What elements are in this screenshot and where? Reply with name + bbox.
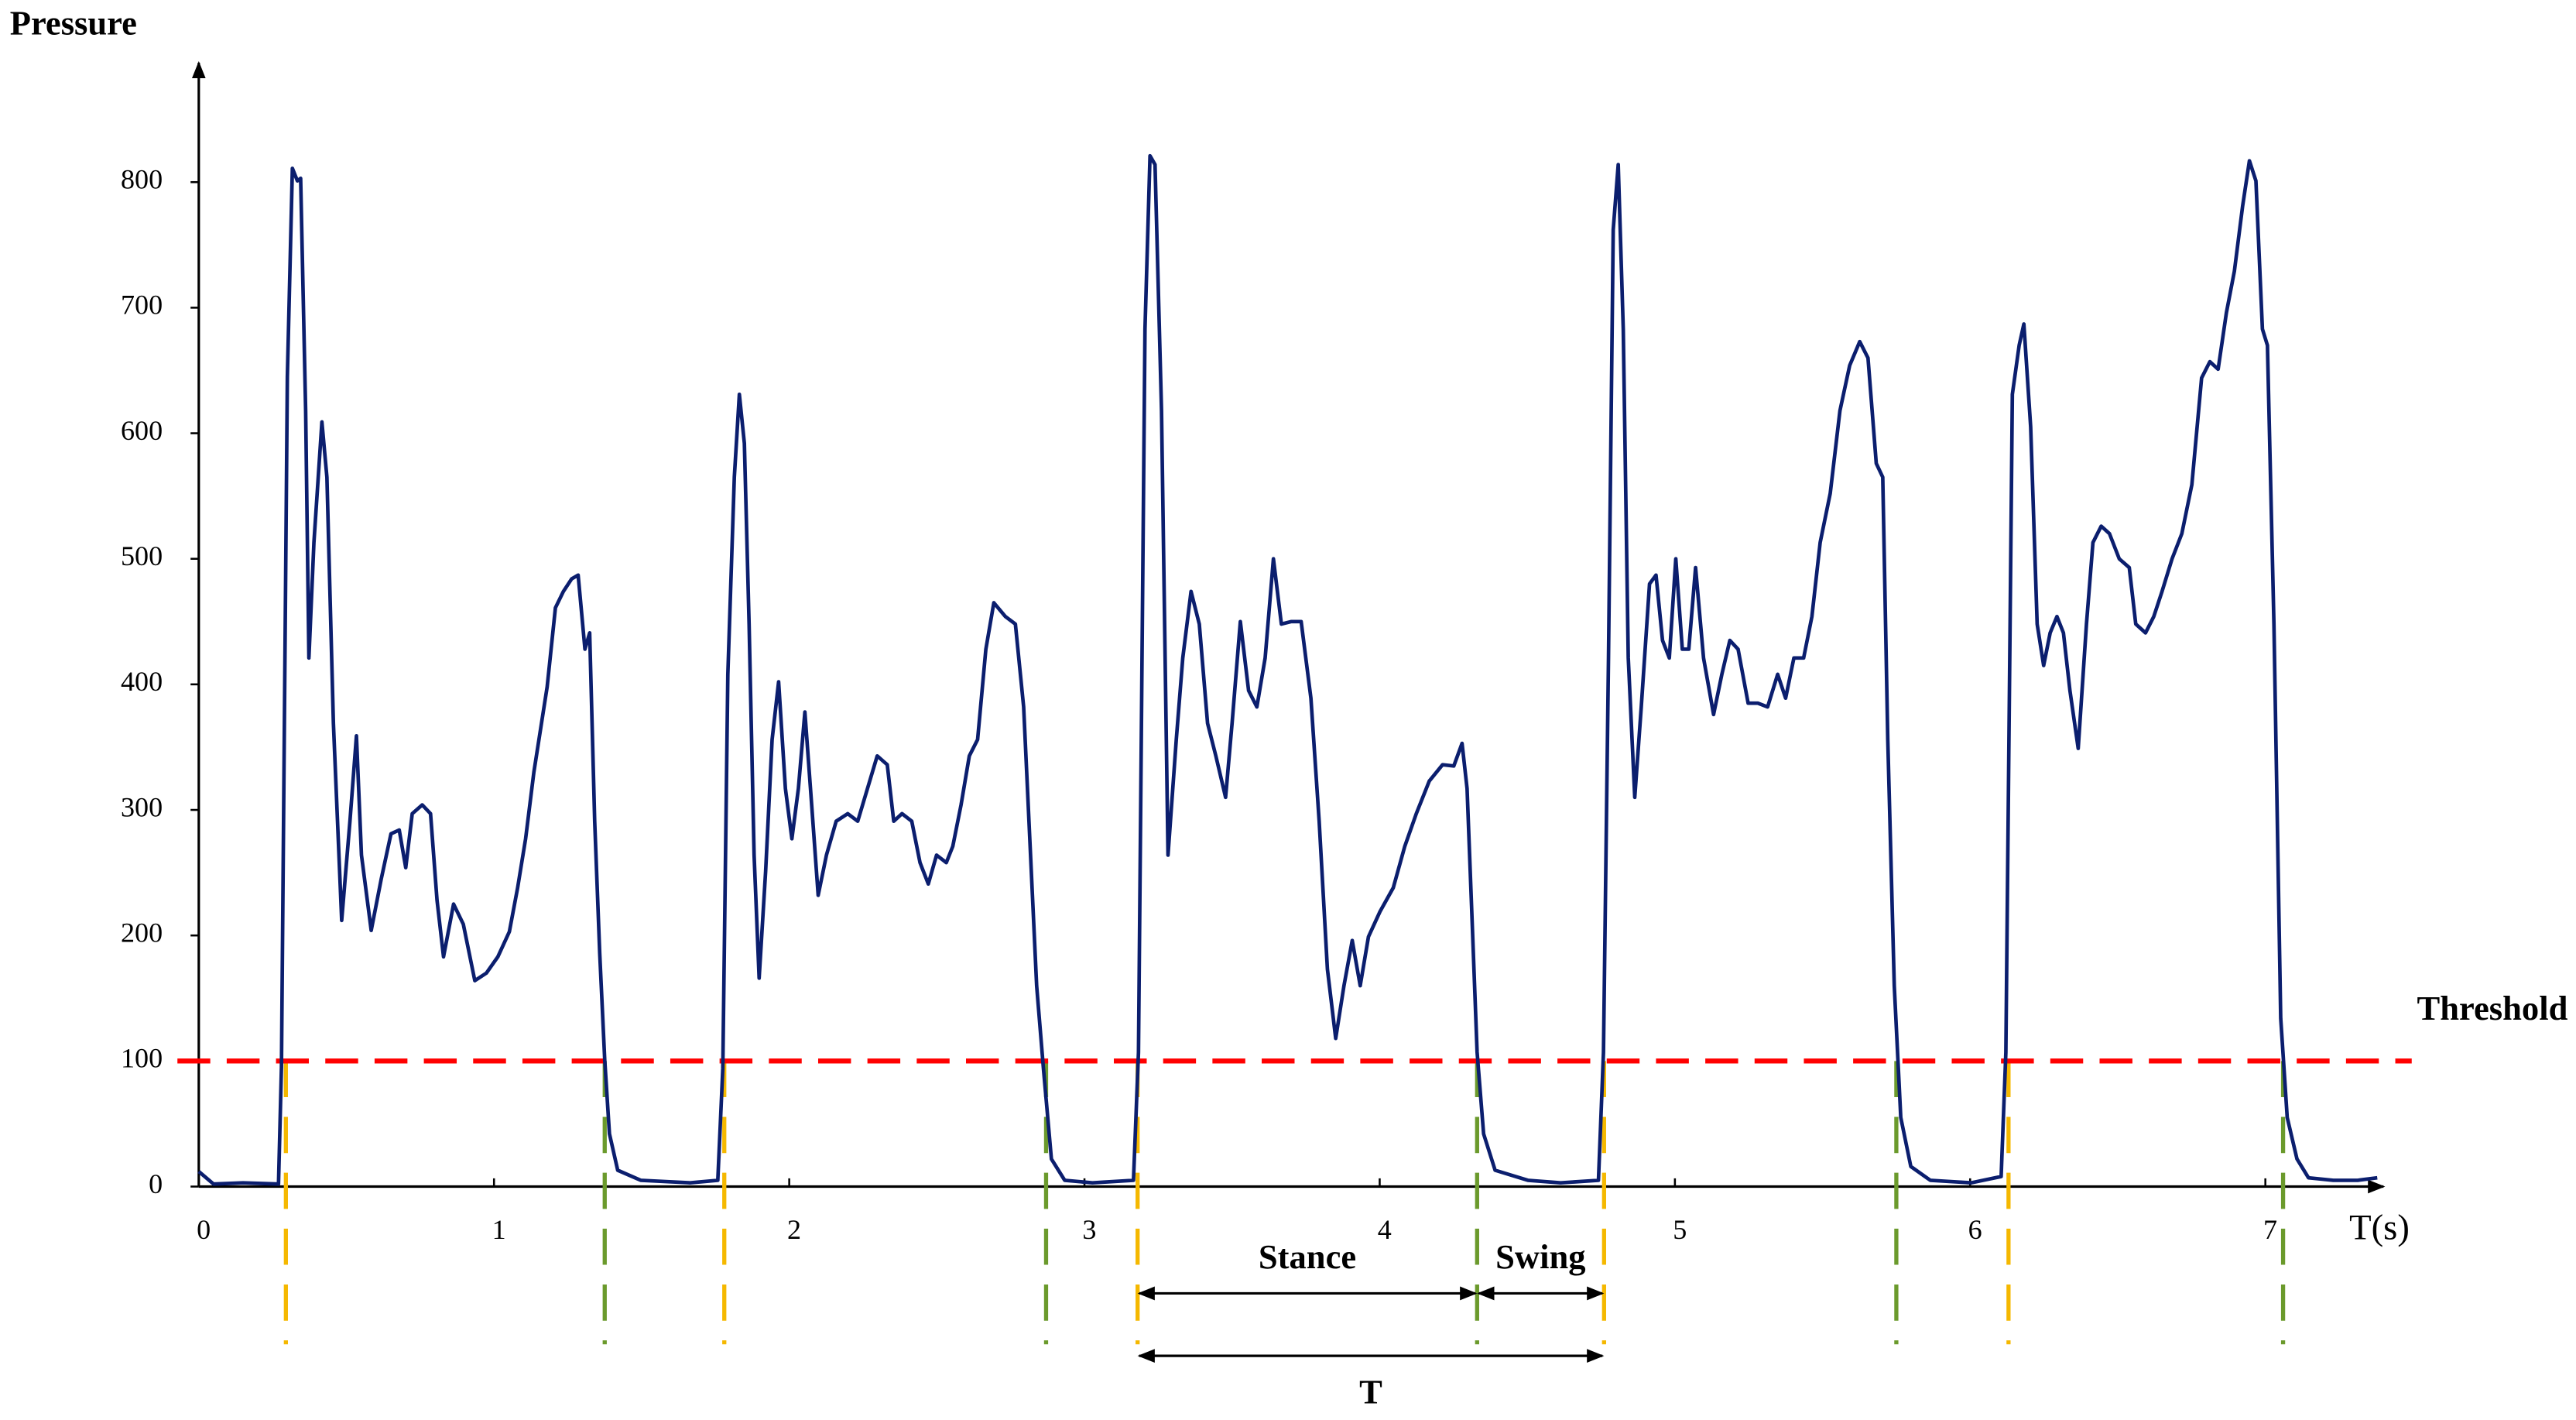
x-tick-label: 5 [1673, 1214, 1687, 1245]
y-tick-label: 600 [121, 415, 163, 446]
x-tick-label: 1 [492, 1214, 506, 1245]
annotation-label: T [1359, 1372, 1382, 1411]
y-tick-label: 400 [121, 666, 163, 697]
y-tick-label: 100 [121, 1043, 163, 1074]
y-tick-label: 0 [149, 1168, 163, 1199]
x-tick-label: 6 [1968, 1214, 1982, 1245]
x-tick-label: 3 [1082, 1214, 1096, 1245]
y-tick-label: 500 [121, 540, 163, 571]
threshold-label: Threshold [2417, 989, 2568, 1027]
y-axis-label: Pressure [10, 3, 137, 42]
x-tick-label: 0 [197, 1214, 211, 1245]
y-tick-label: 200 [121, 917, 163, 948]
y-tick-label: 800 [121, 164, 163, 195]
y-tick-label: 300 [121, 791, 163, 822]
x-tick-label: 7 [2263, 1214, 2277, 1245]
x-tick-label: 2 [787, 1214, 801, 1245]
x-axis-label: T(s) [2349, 1208, 2410, 1248]
annotation-label: Stance [1259, 1237, 1356, 1276]
x-tick-label: 4 [1378, 1214, 1392, 1245]
y-tick-label: 700 [121, 290, 163, 321]
pressure-line [197, 153, 2378, 1186]
annotation-label: Swing [1495, 1237, 1585, 1276]
